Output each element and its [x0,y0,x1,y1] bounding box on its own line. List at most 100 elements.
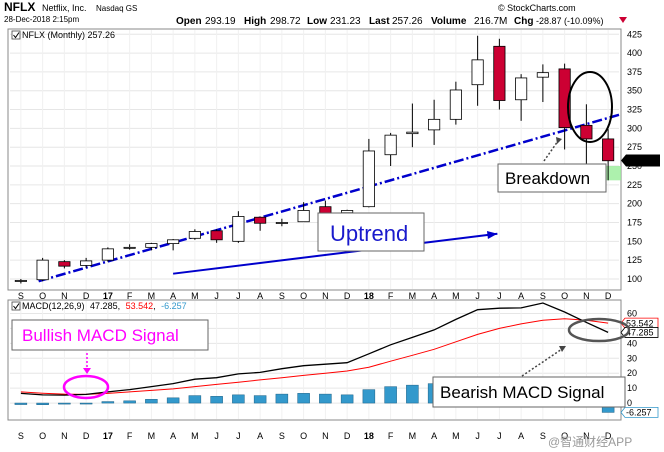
candle-body [428,118,441,131]
uptrend-line [38,113,620,283]
candle-body [362,150,375,208]
price-tick-label: 325 [627,105,642,115]
price-tick-label: 375 [627,67,642,77]
candle-body [558,68,571,129]
price-tick-label: 425 [627,29,642,39]
month-tick-label: F [388,291,394,301]
month-tick-label: N [322,291,329,301]
month-tick-label: A [431,291,437,301]
month-tick-label: 17 [103,291,113,301]
month-tick-label: O [300,291,307,301]
macd-tick-label: 10 [627,383,637,393]
candle-body [297,210,310,223]
macd-month-tick-label: A [170,431,176,441]
candle-body [80,260,93,266]
month-tick-label: M [191,291,199,301]
macd-legend-macd: 47.285 [90,301,118,311]
macd-legend-checkbox-icon [11,301,21,311]
macd-month-tick-label: A [257,431,263,441]
price-tick-label: 200 [627,199,642,209]
price-panel-frame [7,28,622,291]
breakdown-arrowhead-icon [556,137,562,144]
macd-month-tick-label: N [61,431,68,441]
corner-watermark: @智通财经APP [548,434,632,449]
macd-histogram-bar [123,400,136,404]
month-tick-label: 18 [364,291,374,301]
macd-month-tick-label: S [540,431,546,441]
month-tick-label: J [497,291,502,301]
macd-histogram-bar [166,397,180,404]
month-tick-label: S [279,291,285,301]
breakdown-box [497,163,607,193]
candle-body [580,124,593,140]
macd-month-tick-label: M [409,431,417,441]
macd-month-tick-label: J [214,431,219,441]
month-axis: S O N D 17 F M A M J J A S O N D 18 F M A M J J A S O N DS O N D 17 F M A M… [18,291,612,441]
candle-body [36,259,49,281]
macd-month-tick-label: D [344,431,351,441]
company-name: Netflix, Inc. [42,3,87,13]
candle-body [449,89,462,120]
month-tick-label: N [583,291,590,301]
macd-histogram-bar [14,402,28,405]
macd-month-tick-label: 17 [103,431,113,441]
price-tick-label: 350 [627,86,642,96]
price-tick-label: 400 [627,48,642,58]
month-tick-label: O [39,291,46,301]
month-tick-label: O [561,291,568,301]
bearish-ellipse [567,317,631,343]
macd-histogram-bar [79,402,93,405]
macd-tick-label: 0 [627,398,632,408]
macd-histogram-bar [145,399,158,404]
price-tick-label: 150 [627,236,642,246]
macd-month-tick-label: M [148,431,156,441]
macd-legend-hist: -6.257 [161,301,187,311]
macd-month-tick-label: F [127,431,133,441]
price-tick-label: 125 [627,255,642,265]
open-value: 293.19 [205,16,236,27]
macd-month-tick-label: J [236,431,241,441]
candle-body [493,45,506,101]
candle-body [602,138,615,162]
candle-body [275,222,288,224]
macd-value-tag-label: 47.285 [626,328,654,338]
bullish-box [11,319,209,351]
candle-body [341,210,354,214]
month-tick-label: M [148,291,156,301]
signal-value-tag-label: 53.542 [626,318,654,328]
macd-month-tick-label: O [300,431,307,441]
last-price-tag [621,154,660,167]
month-tick-label: N [61,291,68,301]
uptrend-line [38,113,620,283]
month-tick-label: J [236,291,241,301]
macd-histogram-bar [406,384,419,404]
volume-label: Volume [431,16,467,27]
price-legend: NFLX (Monthly) 257.26 [22,30,115,40]
macd-histogram-bar [232,394,245,404]
bullish-arrowhead-icon [83,368,91,374]
candle-body [384,134,397,156]
last-label: Last [369,16,390,27]
candle-body [232,216,245,242]
month-tick-label: D [83,291,90,301]
high-value: 298.72 [270,16,301,27]
month-tick-label: A [170,291,176,301]
last-value: 257.26 [392,16,423,27]
price-tick-label: 275 [627,142,642,152]
month-tick-label: J [475,291,480,301]
chart-date: 28-Dec-2018 2:15pm [4,15,79,24]
macd-month-tick-label: S [18,431,24,441]
candle-body [536,72,549,78]
stockcharts-watermark: © StockCharts.com [498,3,576,13]
macd-histogram-bar [253,395,267,404]
macd-month-tick-label: N [583,431,590,441]
breakdown-label: Breakdown [505,169,590,188]
macd-tick-label: 60 [627,308,637,318]
macd-histogram-bar [362,389,376,404]
candle-body [58,261,71,267]
macd-signal-line [20,318,609,395]
macd-histogram-bar [101,401,115,404]
macd-histogram-bar [36,402,49,405]
month-tick-label: F [127,291,133,301]
